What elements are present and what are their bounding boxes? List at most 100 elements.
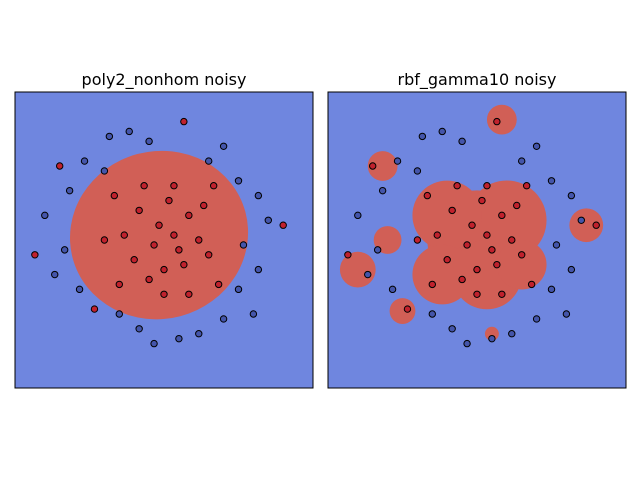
- scatter-point-outer: [488, 334, 496, 343]
- scatter-point-inner: [115, 280, 124, 289]
- scatter-point-inner: [185, 211, 193, 220]
- region-blob: [486, 104, 517, 135]
- scatter-point-outer: [65, 186, 74, 195]
- scatter-point-outer: [234, 285, 243, 294]
- scatter-point-outer: [219, 142, 228, 150]
- scatter-point-inner: [130, 256, 138, 264]
- scatter-point-outer: [60, 246, 69, 254]
- scatter-point-outer: [205, 157, 213, 165]
- scatter-point-outer: [532, 142, 541, 150]
- scatter-point-inner: [493, 117, 501, 126]
- scatter-point-outer: [547, 285, 556, 294]
- scatter-point-inner: [110, 191, 119, 200]
- scatter-point-outer: [249, 310, 258, 318]
- scatter-point-inner: [498, 290, 506, 298]
- scatter-point-inner: [155, 221, 163, 229]
- scatter-point-inner: [508, 236, 516, 244]
- chart-poly2-nonhom: poly2_nonhom noisy: [14, 70, 314, 389]
- scatter-point-inner: [478, 196, 486, 205]
- scatter-point-inner: [175, 246, 183, 254]
- scatter-point-outer: [254, 191, 263, 200]
- scatter-point-inner: [135, 206, 143, 215]
- scatter-point-inner: [170, 231, 178, 239]
- scatter-point-outer: [552, 241, 561, 249]
- scatter-point-inner: [443, 256, 451, 264]
- scatter-point-inner: [413, 236, 422, 244]
- scatter-point-inner: [160, 290, 168, 298]
- scatter-point-inner: [488, 246, 496, 254]
- scatter-point-outer: [75, 285, 84, 294]
- scatter-point-inner: [423, 191, 432, 200]
- scatter-point-outer: [115, 310, 124, 318]
- scatter-point-inner: [140, 182, 148, 190]
- region-blob: [412, 180, 482, 251]
- scatter-point-inner: [90, 305, 99, 313]
- scatter-point-outer: [567, 191, 576, 200]
- scatter-point-inner: [527, 280, 536, 289]
- scatter-point-inner: [463, 241, 471, 249]
- scatter-points: [344, 117, 600, 348]
- scatter-point-outer: [41, 211, 49, 220]
- region-blob: [496, 239, 547, 290]
- scatter-point-outer: [567, 265, 576, 274]
- scatter-point-outer: [105, 132, 114, 141]
- scatter-point-outer: [388, 285, 397, 294]
- scatter-point-inner: [428, 280, 436, 289]
- scatter-point-inner: [195, 236, 203, 244]
- scatter-point-inner: [483, 231, 491, 239]
- scatter-point-inner: [498, 211, 506, 220]
- scatter-point-inner: [433, 231, 441, 239]
- scatter-point-inner: [205, 251, 213, 259]
- scatter-point-outer: [364, 270, 372, 279]
- scatter-point-inner: [458, 275, 466, 284]
- scatter-point-inner: [31, 251, 39, 259]
- scatter-point-inner: [160, 265, 168, 274]
- scatter-point-outer: [393, 157, 402, 165]
- scatter-point-inner: [145, 275, 153, 284]
- scatter-point-inner: [150, 241, 158, 249]
- scatter-point-outer: [354, 211, 362, 220]
- scatter-point-inner: [180, 260, 188, 269]
- scatter-point-inner: [170, 182, 178, 190]
- chart-title: rbf_gamma10 noisy: [398, 70, 557, 90]
- scatter-point-outer: [51, 270, 59, 279]
- scatter-point-inner: [592, 221, 600, 229]
- scatter-point-inner: [493, 260, 501, 269]
- scatter-point-outer: [378, 186, 387, 195]
- scatter-point-outer: [438, 127, 446, 136]
- scatter-point-inner: [518, 251, 526, 259]
- scatter-point-outer: [100, 167, 109, 175]
- scatter-point-inner: [473, 290, 481, 298]
- scatter-point-outer: [577, 216, 585, 224]
- scatter-point-inner: [403, 305, 412, 313]
- scatter-point-inner: [453, 182, 461, 190]
- scatter-point-inner: [120, 231, 128, 239]
- scatter-point-inner: [214, 280, 223, 289]
- scatter-points: [31, 117, 287, 348]
- region-blob: [367, 151, 398, 181]
- scatter-point-outer: [413, 167, 422, 175]
- scatter-point-outer: [463, 339, 471, 348]
- scatter-point-inner: [522, 182, 531, 190]
- scatter-point-inner: [56, 162, 64, 170]
- region-blob: [569, 208, 604, 243]
- scatter-point-inner: [180, 117, 188, 126]
- scatter-point-outer: [547, 177, 556, 185]
- scatter-point-outer: [518, 157, 526, 165]
- scatter-point-outer: [458, 137, 466, 146]
- region-blob: [373, 226, 402, 254]
- scatter-point-outer: [125, 127, 133, 136]
- scatter-point-outer: [80, 157, 89, 165]
- scatter-point-outer: [264, 216, 272, 224]
- scatter-point-inner: [185, 290, 193, 298]
- scatter-point-outer: [135, 325, 143, 333]
- scatter-point-inner: [100, 236, 109, 244]
- scatter-point-outer: [428, 310, 436, 318]
- scatter-point-outer: [195, 330, 203, 338]
- chart-rbf-gamma10: rbf_gamma10 noisy: [327, 70, 627, 389]
- scatter-point-inner: [448, 206, 456, 215]
- scatter-point-outer: [234, 177, 243, 185]
- scatter-point-inner: [200, 201, 208, 210]
- scatter-point-inner: [369, 162, 377, 170]
